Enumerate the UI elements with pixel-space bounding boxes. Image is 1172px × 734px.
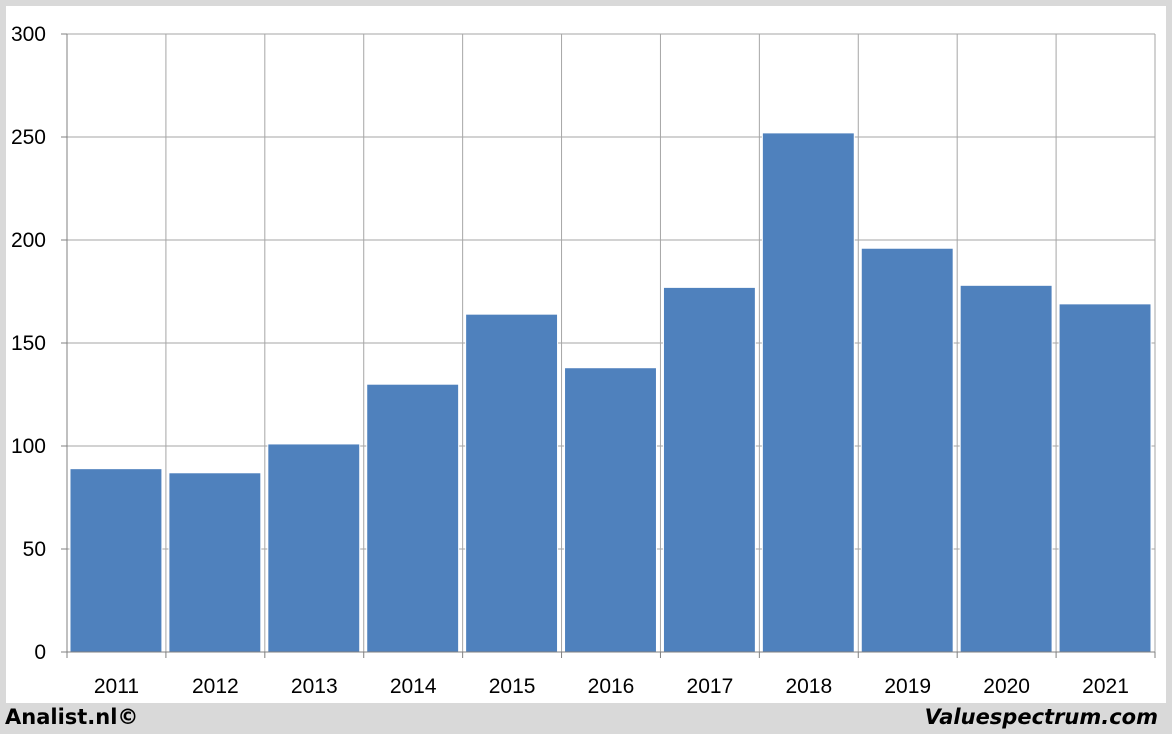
y-tick-label: 150 (11, 332, 46, 355)
x-tick-label: 2015 (489, 675, 536, 698)
x-tick-label: 2014 (390, 675, 437, 698)
bar-2013 (267, 443, 361, 653)
y-tick-label: 300 (11, 23, 46, 46)
x-tick-label: 2012 (192, 675, 239, 698)
x-tick-label: 2019 (884, 675, 931, 698)
x-tick-label: 2013 (291, 675, 338, 698)
y-tick-label: 250 (11, 126, 46, 149)
footer-right-credit: Valuespectrum.com (924, 705, 1158, 729)
footer-left-credit: Analist.nl© (5, 705, 139, 729)
bar-2018 (761, 132, 855, 653)
x-tick-label: 2018 (785, 675, 832, 698)
axes (61, 33, 1156, 658)
bars (69, 132, 1152, 653)
x-tick-label: 2020 (983, 675, 1030, 698)
y-tick-labels: 0 50 100 150 200 250 300 (11, 23, 46, 664)
y-tick-label: 100 (11, 435, 46, 458)
y-tick-label: 50 (23, 538, 46, 561)
y-tick-label: 0 (34, 641, 46, 664)
bar-2020 (959, 284, 1053, 653)
x-tick-label: 2016 (588, 675, 635, 698)
bar-2012 (168, 472, 262, 653)
bar-2017 (662, 286, 756, 653)
y-tick-label: 200 (11, 229, 46, 252)
bar-2019 (860, 247, 954, 653)
x-tick-label: 2021 (1082, 675, 1129, 698)
bar-2015 (465, 313, 559, 653)
x-tick-label: 2017 (687, 675, 734, 698)
x-tick-label: 2011 (94, 675, 139, 698)
bar-2021 (1058, 303, 1152, 653)
bar-2011 (69, 468, 163, 653)
bar-2014 (366, 383, 460, 653)
bar-2016 (564, 367, 657, 653)
x-tick-labels: 2011 2012 2013 2014 2015 2016 2017 2018 2019 2020… (94, 675, 1129, 698)
